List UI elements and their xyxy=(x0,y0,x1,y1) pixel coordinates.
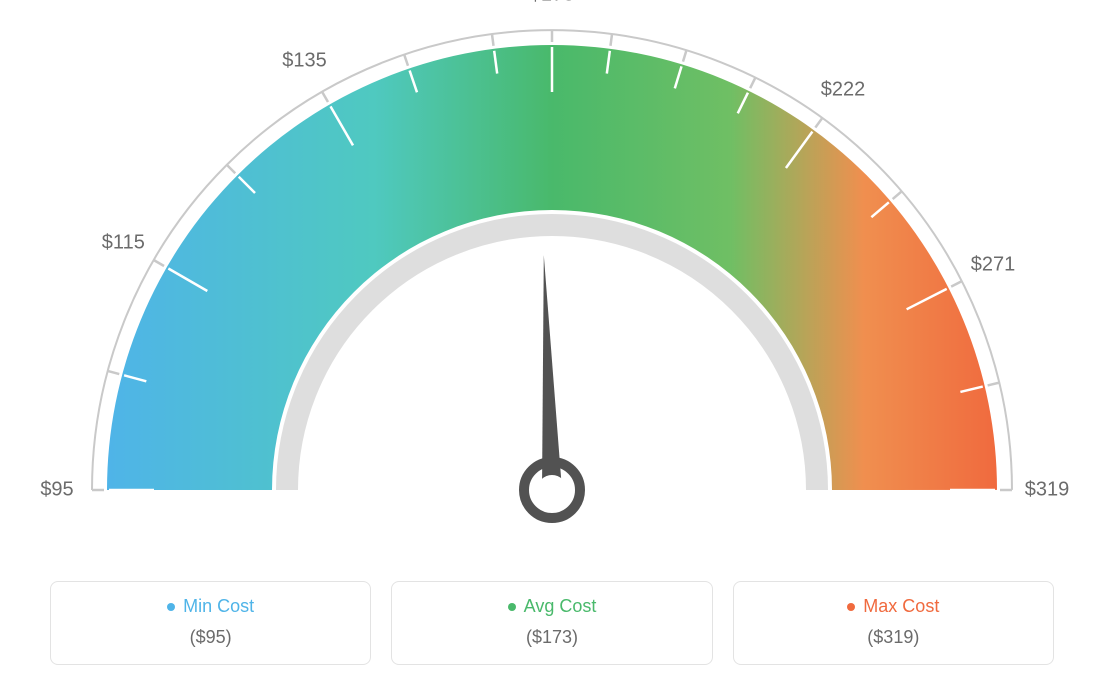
legend-title-text-min: Min Cost xyxy=(183,596,254,617)
gauge-tick-label: $115 xyxy=(102,231,145,254)
legend-title-max: Max Cost xyxy=(847,596,939,617)
legend-card-min: Min Cost ($95) xyxy=(50,581,371,665)
legend-value-avg: ($173) xyxy=(402,627,701,648)
legend-dot-max xyxy=(847,603,855,611)
gauge-tick-label: $271 xyxy=(971,254,1016,277)
legend-dot-min xyxy=(167,603,175,611)
gauge-tick-label: $222 xyxy=(821,78,866,101)
gauge-chart: $95 $115 $135 $173 $222 $271 $319 xyxy=(0,0,1104,560)
gauge-tick-label: $173 xyxy=(530,0,575,7)
gauge-tick-label: $135 xyxy=(282,50,327,73)
legend-title-text-max: Max Cost xyxy=(863,596,939,617)
legend-title-avg: Avg Cost xyxy=(508,596,597,617)
legend-card-max: Max Cost ($319) xyxy=(733,581,1054,665)
legend-row: Min Cost ($95) Avg Cost ($173) Max Cost … xyxy=(50,581,1054,665)
legend-value-max: ($319) xyxy=(744,627,1043,648)
legend-value-min: ($95) xyxy=(61,627,360,648)
legend-card-avg: Avg Cost ($173) xyxy=(391,581,712,665)
gauge-svg xyxy=(0,0,1104,560)
gauge-tick-label: $319 xyxy=(1025,479,1070,502)
gauge-tick-label: $95 xyxy=(40,479,73,502)
legend-dot-avg xyxy=(508,603,516,611)
legend-title-min: Min Cost xyxy=(167,596,254,617)
legend-title-text-avg: Avg Cost xyxy=(524,596,597,617)
